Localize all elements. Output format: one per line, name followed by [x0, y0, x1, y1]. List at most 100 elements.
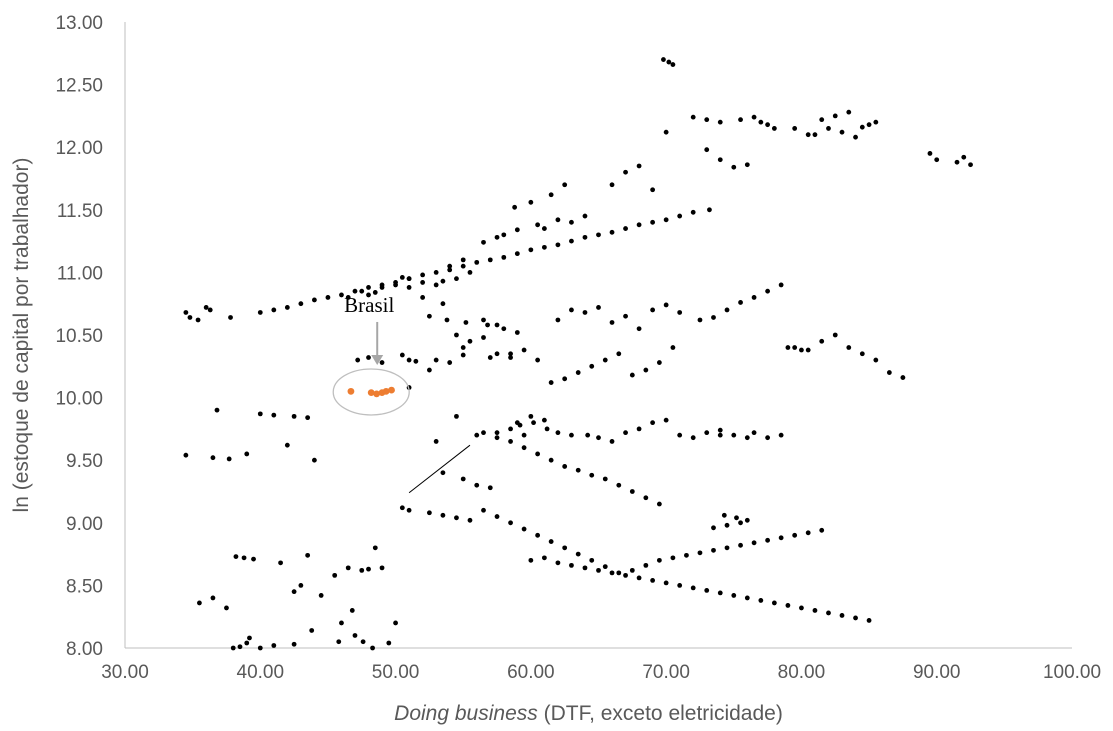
data-point [454, 276, 459, 282]
data-point [562, 545, 568, 551]
data-point [859, 124, 865, 130]
brasil-arrow-head [371, 354, 384, 365]
data-point [812, 132, 818, 138]
data-point [531, 420, 536, 426]
data-point [666, 59, 672, 65]
x-axis-title: Doing business (DTF, exceto eletricidade… [394, 702, 783, 725]
data-point [575, 467, 581, 473]
data-point [291, 413, 297, 419]
data-point [704, 117, 710, 123]
data-point [663, 217, 669, 223]
data-point [508, 355, 513, 360]
y-tick-label: 8.50 [66, 576, 103, 597]
data-point [467, 338, 473, 344]
data-point [596, 567, 601, 573]
data-point [734, 515, 739, 521]
data-point [758, 119, 764, 125]
data-point [440, 512, 446, 518]
data-point [501, 254, 507, 260]
data-point [569, 238, 574, 244]
data-point [704, 147, 710, 153]
data-point [224, 605, 229, 611]
data-point [785, 345, 791, 350]
data-point [555, 430, 561, 436]
data-point [399, 275, 405, 280]
data-point [521, 526, 527, 532]
data-point [663, 129, 669, 135]
data-point [183, 310, 189, 315]
data-point [826, 126, 831, 131]
data-point [508, 351, 513, 357]
data-point [386, 640, 392, 646]
data-point [278, 560, 283, 566]
data-point [717, 119, 723, 125]
data-point [670, 345, 676, 350]
data-point [332, 572, 338, 578]
data-point [721, 512, 727, 518]
data-point [226, 456, 232, 462]
x-tick-label: 80.00 [778, 662, 826, 683]
data-point [690, 585, 696, 591]
data-point [355, 357, 361, 363]
data-point [636, 163, 642, 169]
data-point [257, 411, 263, 417]
data-point [535, 532, 541, 538]
data-point [717, 427, 723, 433]
data-point [426, 313, 432, 319]
brasil-point [373, 390, 381, 398]
data-point [771, 600, 777, 606]
data-point [589, 472, 595, 478]
data-point [535, 357, 541, 363]
data-point [521, 347, 527, 353]
data-point [616, 351, 622, 357]
data-point [420, 295, 426, 300]
data-point [636, 222, 642, 228]
data-point [454, 332, 459, 338]
data-point [352, 633, 358, 638]
data-point [474, 259, 480, 265]
data-point [778, 432, 784, 438]
data-point [661, 57, 666, 62]
data-point [535, 222, 541, 228]
data-point [900, 375, 906, 380]
data-point [528, 199, 534, 205]
y-tick-label: 10.50 [55, 326, 103, 347]
x-tick-label: 70.00 [642, 662, 690, 683]
data-point [214, 407, 220, 413]
data-point [744, 595, 750, 601]
data-point [853, 615, 858, 621]
y-tick-label: 11.00 [57, 263, 103, 284]
data-point [650, 187, 656, 193]
data-point [481, 317, 486, 323]
data-point [799, 605, 804, 611]
data-point [370, 645, 375, 651]
data-point [765, 537, 771, 543]
data-point [717, 157, 723, 163]
data-point [514, 330, 520, 335]
data-point [623, 572, 628, 578]
data-point [460, 345, 466, 350]
tick-labels: 30.00 40.00 50.00 60.00 70.00 80.00 90.00 100.0… [55, 13, 1101, 683]
data-point [656, 360, 662, 365]
data-point [460, 263, 466, 269]
data-point [589, 363, 595, 369]
data-point [305, 552, 311, 558]
data-point [785, 603, 791, 608]
data-points [183, 57, 973, 651]
data-point [677, 432, 683, 438]
data-point [514, 227, 520, 233]
data-point [751, 430, 757, 436]
data-point [832, 332, 838, 338]
data-point [541, 417, 547, 423]
data-point [555, 560, 561, 566]
data-point [298, 301, 304, 307]
data-point [548, 539, 554, 544]
data-point [463, 320, 469, 325]
x-tick-label: 50.00 [372, 662, 420, 683]
data-point [636, 326, 642, 332]
data-point [379, 360, 385, 365]
data-point [717, 432, 723, 438]
data-point [826, 610, 831, 616]
data-point [555, 317, 561, 323]
data-point [738, 520, 743, 526]
